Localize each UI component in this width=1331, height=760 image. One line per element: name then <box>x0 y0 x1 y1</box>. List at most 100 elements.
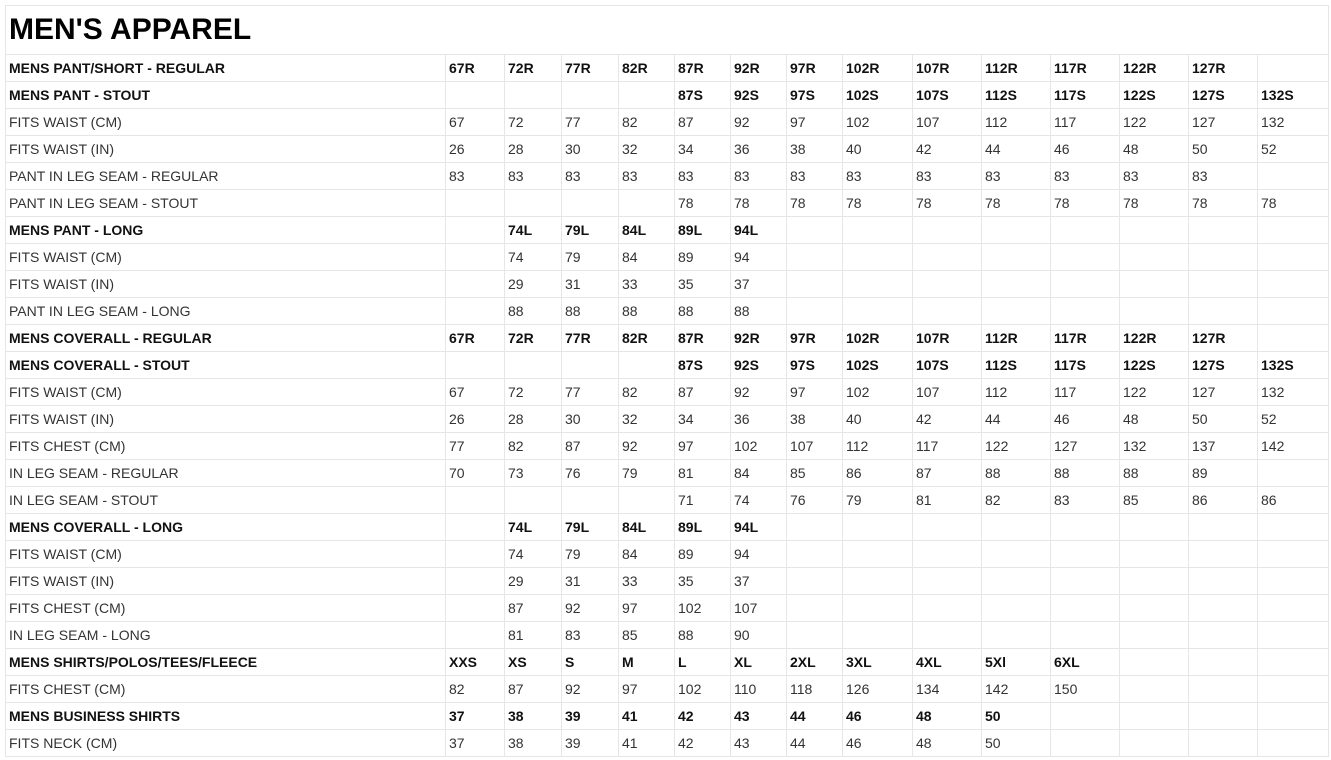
table-cell: 127R <box>1188 54 1258 82</box>
table-cell <box>786 540 843 568</box>
table-cell <box>1256 702 1330 730</box>
table-cell: 76 <box>561 459 619 487</box>
table-cell: 79 <box>561 243 619 271</box>
row-label: FITS WAIST (IN) <box>5 270 446 298</box>
table-header-row: MENS PANT - LONG 74L 79L 84L 89L 94L <box>5 216 1330 244</box>
table-cell: 77R <box>561 54 619 82</box>
table-cell: L <box>674 648 731 676</box>
row-label: PANT IN LEG SEAM - LONG <box>5 297 446 325</box>
table-cell: 97 <box>618 594 675 622</box>
table-cell: 142 <box>981 675 1051 703</box>
table-cell: 83 <box>730 162 787 190</box>
table-cell <box>786 594 843 622</box>
table-cell: 67 <box>445 108 505 136</box>
table-cell: 122 <box>981 432 1051 460</box>
table-cell <box>912 216 982 244</box>
table-cell: 107 <box>912 378 982 406</box>
table-cell: 107S <box>912 81 982 109</box>
table-cell: 28 <box>504 135 562 163</box>
table-cell: 88 <box>674 297 731 325</box>
row-label: MENS SHIRTS/POLOS/TEES/FLEECE <box>5 648 446 676</box>
table-cell: 132 <box>1256 108 1330 136</box>
table-cell: 77 <box>561 378 619 406</box>
table-cell: 102S <box>842 81 913 109</box>
table-cell <box>1050 567 1120 595</box>
table-cell <box>981 621 1051 649</box>
table-cell: 117S <box>1050 81 1120 109</box>
table-cell: 31 <box>561 567 619 595</box>
table-cell: 122S <box>1119 81 1189 109</box>
table-cell: 78 <box>786 189 843 217</box>
table-cell: 42 <box>912 405 982 433</box>
table-cell: 77R <box>561 324 619 352</box>
table-row: FITS WAIST (IN) 29 31 33 35 37 <box>5 270 1330 298</box>
table-cell: 52 <box>1256 135 1330 163</box>
table-cell: 44 <box>981 405 1051 433</box>
table-cell <box>561 189 619 217</box>
table-cell: 44 <box>786 702 843 730</box>
table-cell: 78 <box>912 189 982 217</box>
table-cell: 46 <box>1050 135 1120 163</box>
table-cell: 142 <box>1256 432 1330 460</box>
table-cell: 34 <box>674 135 731 163</box>
table-cell: 48 <box>1119 135 1189 163</box>
table-cell <box>445 81 505 109</box>
table-cell: 107 <box>730 594 787 622</box>
table-cell: XXS <box>445 648 505 676</box>
table-cell <box>1050 243 1120 271</box>
table-cell: XL <box>730 648 787 676</box>
table-cell <box>1188 243 1258 271</box>
table-cell: 32 <box>618 135 675 163</box>
table-cell <box>1256 459 1330 487</box>
table-header-row: MENS COVERALL - REGULAR 67R 72R 77R 82R 87R 92… <box>5 324 1330 352</box>
table-cell <box>1256 54 1330 82</box>
table-cell: 85 <box>618 621 675 649</box>
table-cell: 31 <box>561 270 619 298</box>
table-cell: 67R <box>445 54 505 82</box>
table-cell: 40 <box>842 405 913 433</box>
table-cell: 89L <box>674 216 731 244</box>
table-cell: 92 <box>561 594 619 622</box>
row-label: FITS WAIST (CM) <box>5 540 446 568</box>
table-cell: 112R <box>981 324 1051 352</box>
table-cell: 97S <box>786 81 843 109</box>
table-cell: 28 <box>504 405 562 433</box>
table-cell: 73 <box>504 459 562 487</box>
table-cell <box>981 594 1051 622</box>
title-row: MEN'S APPAREL <box>4 5 1330 55</box>
table-cell: 84 <box>618 540 675 568</box>
table-cell: 88 <box>504 297 562 325</box>
table-cell <box>981 540 1051 568</box>
table-cell: 29 <box>504 270 562 298</box>
table-cell: 150 <box>1050 675 1120 703</box>
table-cell: 117 <box>1050 378 1120 406</box>
table-cell <box>618 81 675 109</box>
table-cell <box>1188 540 1258 568</box>
table-cell: 92S <box>730 351 787 379</box>
row-label: MENS PANT/SHORT - REGULAR <box>5 54 446 82</box>
row-label: MENS BUSINESS SHIRTS <box>5 702 446 730</box>
table-cell: 127S <box>1188 81 1258 109</box>
table-row: PANT IN LEG SEAM - REGULAR 83 83 83 83 83 83 83… <box>5 162 1330 190</box>
table-cell: 94 <box>730 243 787 271</box>
table-cell: 26 <box>445 405 505 433</box>
table-cell: 72 <box>504 378 562 406</box>
table-cell: 92S <box>730 81 787 109</box>
table-cell <box>445 243 505 271</box>
table-row: FITS WAIST (CM) 67 72 77 82 87 92 97 102 107 112 11… <box>5 378 1330 406</box>
table-cell <box>786 216 843 244</box>
table-cell: 102 <box>674 675 731 703</box>
table-cell: 37 <box>445 702 505 730</box>
table-header-row: MENS COVERALL - STOUT 87S 92S 97S 102S 107S 11… <box>5 351 1330 379</box>
table-cell: 76 <box>786 486 843 514</box>
row-label: FITS NECK (CM) <box>5 729 446 757</box>
table-cell: 88 <box>730 297 787 325</box>
row-label: FITS CHEST (CM) <box>5 675 446 703</box>
table-cell <box>1256 594 1330 622</box>
table-cell: 29 <box>504 567 562 595</box>
table-cell <box>1050 297 1120 325</box>
table-cell <box>786 513 843 541</box>
table-cell <box>1119 648 1189 676</box>
table-cell: 48 <box>1119 405 1189 433</box>
table-cell: 137 <box>1188 432 1258 460</box>
